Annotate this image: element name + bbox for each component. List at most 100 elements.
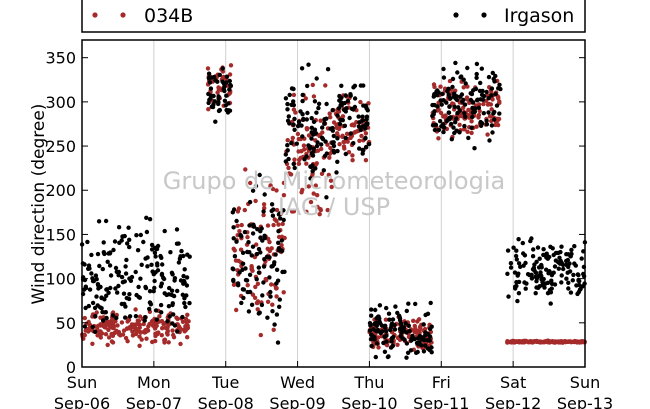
data-point <box>522 253 528 258</box>
data-point <box>329 184 334 190</box>
data-point <box>533 291 538 296</box>
data-point <box>313 166 318 171</box>
data-point <box>571 272 576 278</box>
data-point <box>267 255 272 260</box>
data-point <box>351 141 356 146</box>
data-point <box>274 286 279 291</box>
data-point <box>342 123 348 128</box>
data-point <box>289 102 294 108</box>
data-point <box>411 318 416 323</box>
data-point <box>152 321 157 327</box>
data-point <box>107 322 112 327</box>
data-point <box>512 270 518 275</box>
data-point <box>314 161 319 166</box>
data-point <box>494 103 500 108</box>
data-point <box>311 131 316 136</box>
data-point <box>335 136 340 141</box>
data-point <box>373 307 378 313</box>
data-point <box>239 300 244 306</box>
data-point <box>245 235 250 240</box>
plot-area <box>82 40 585 367</box>
data-point <box>440 91 445 97</box>
data-point <box>182 300 187 306</box>
data-point <box>123 264 128 269</box>
data-point <box>286 114 291 119</box>
data-point <box>311 191 316 196</box>
data-point <box>261 212 266 218</box>
data-point <box>486 74 492 80</box>
data-point <box>265 299 271 304</box>
data-point <box>171 312 176 317</box>
data-point <box>300 98 305 104</box>
data-point <box>551 270 556 275</box>
data-point <box>314 76 319 81</box>
data-point <box>208 96 213 101</box>
data-point <box>320 136 326 142</box>
data-point <box>572 261 577 266</box>
data-point <box>104 315 109 321</box>
data-point <box>110 313 116 318</box>
data-point <box>442 125 447 130</box>
data-point <box>285 143 290 148</box>
data-point <box>367 328 373 333</box>
data-point <box>462 111 467 116</box>
data-point <box>402 337 407 342</box>
data-point <box>137 329 142 334</box>
data-point <box>90 300 96 306</box>
data-point <box>544 251 549 256</box>
data-point <box>296 161 302 166</box>
data-point <box>473 86 479 92</box>
data-point <box>312 99 318 104</box>
data-point <box>256 270 262 275</box>
data-point <box>438 110 444 116</box>
data-point <box>390 317 396 322</box>
data-point <box>350 153 355 158</box>
data-point <box>306 184 311 189</box>
data-point <box>529 236 534 241</box>
data-point <box>404 308 409 314</box>
data-point <box>361 147 366 153</box>
data-point <box>476 105 482 111</box>
data-point <box>465 129 470 134</box>
data-point <box>82 332 88 338</box>
data-point <box>561 266 566 272</box>
data-point <box>556 250 561 256</box>
data-point <box>378 330 383 335</box>
data-point <box>327 111 332 116</box>
data-point <box>222 98 228 104</box>
data-point <box>574 283 579 288</box>
data-point <box>261 280 266 285</box>
data-point <box>306 133 312 138</box>
data-point <box>328 178 334 183</box>
data-point <box>122 279 128 284</box>
data-point <box>446 92 451 98</box>
data-point <box>111 324 117 329</box>
x-tick-day-label: Wed <box>280 373 315 392</box>
data-point <box>250 231 256 236</box>
data-point <box>330 125 335 131</box>
data-point <box>357 120 362 125</box>
data-point <box>244 278 250 283</box>
data-point <box>280 221 285 227</box>
data-point <box>126 225 131 230</box>
data-point <box>319 146 324 152</box>
data-point <box>475 97 480 102</box>
data-point <box>187 300 192 306</box>
data-point <box>183 304 188 310</box>
data-point <box>278 216 283 221</box>
data-point <box>116 273 121 278</box>
data-point <box>281 217 286 223</box>
data-point <box>276 246 282 251</box>
data-point <box>299 123 304 128</box>
data-point <box>175 329 180 334</box>
data-point <box>181 253 186 259</box>
data-point <box>397 316 403 321</box>
legend-marker-034b-1 <box>92 12 98 18</box>
data-point <box>549 278 554 283</box>
data-point <box>340 118 345 123</box>
data-point <box>399 330 404 335</box>
data-point <box>406 323 411 328</box>
data-point <box>452 104 457 110</box>
data-point <box>299 66 305 71</box>
